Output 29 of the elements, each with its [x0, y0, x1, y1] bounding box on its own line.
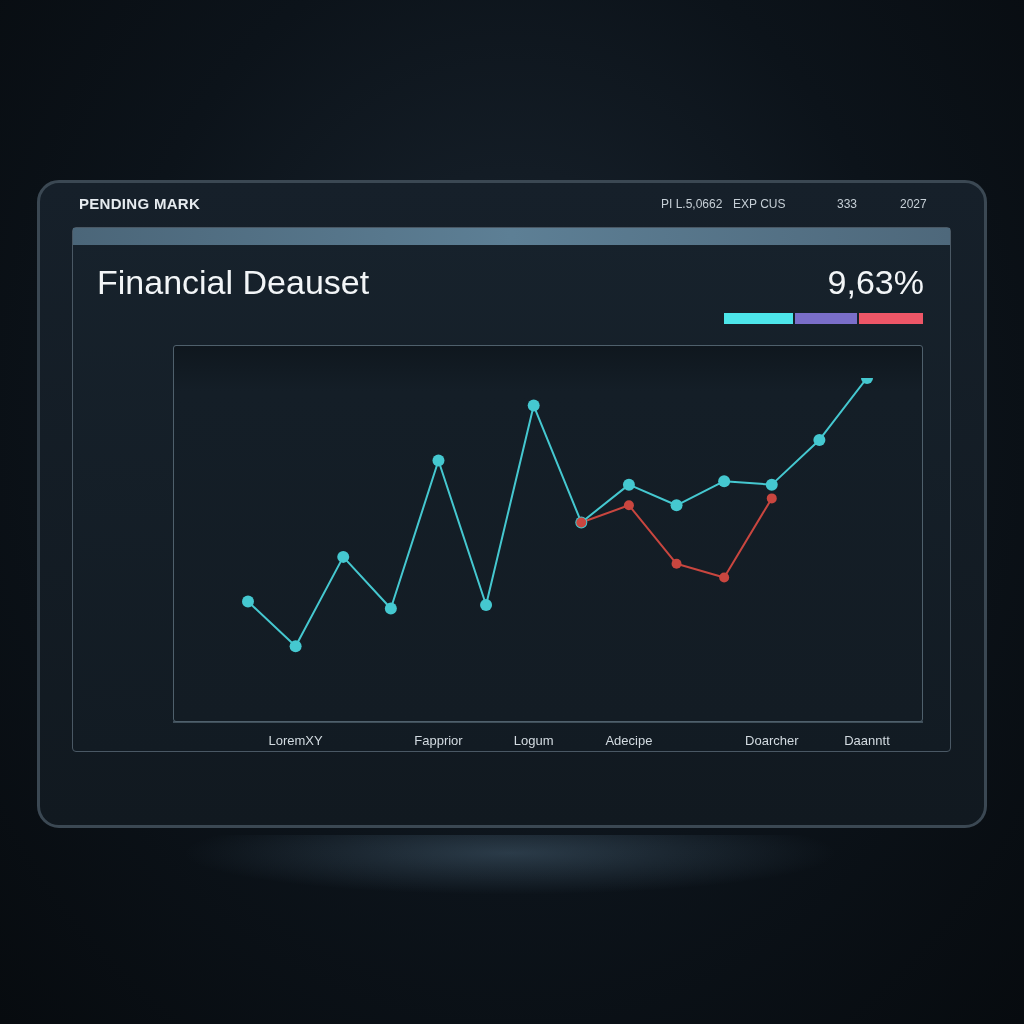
x-tick-label: Logum: [513, 733, 554, 749]
text: PI L.5,0662: [661, 197, 723, 211]
text: 333: [837, 197, 858, 211]
point: [337, 550, 350, 563]
x-tick-label: Adecipe: [605, 733, 653, 749]
chart-title: Financial Deauset: [97, 263, 370, 302]
point: [719, 572, 730, 583]
point: [432, 454, 445, 467]
text: 9,63%: [827, 263, 924, 302]
point: [622, 478, 635, 491]
point: [527, 399, 540, 412]
text: 2027: [900, 197, 927, 211]
point: [765, 478, 778, 491]
x-tick-label: Fapprior: [414, 733, 464, 749]
point: [289, 640, 302, 653]
point: [718, 475, 731, 488]
point: [384, 602, 397, 615]
x-tick-label: Daanntt: [844, 733, 891, 749]
point: [623, 500, 634, 511]
point: [480, 599, 493, 612]
x-tick-label: LoremXY: [268, 733, 324, 749]
point: [766, 493, 777, 504]
text: EXP CUS: [733, 197, 786, 211]
x-tick-label: Doarcher: [745, 733, 800, 749]
point: [242, 595, 254, 608]
point: [670, 499, 683, 512]
point: [813, 433, 826, 446]
point: [671, 558, 682, 569]
text: PENDING MARK: [79, 195, 201, 212]
